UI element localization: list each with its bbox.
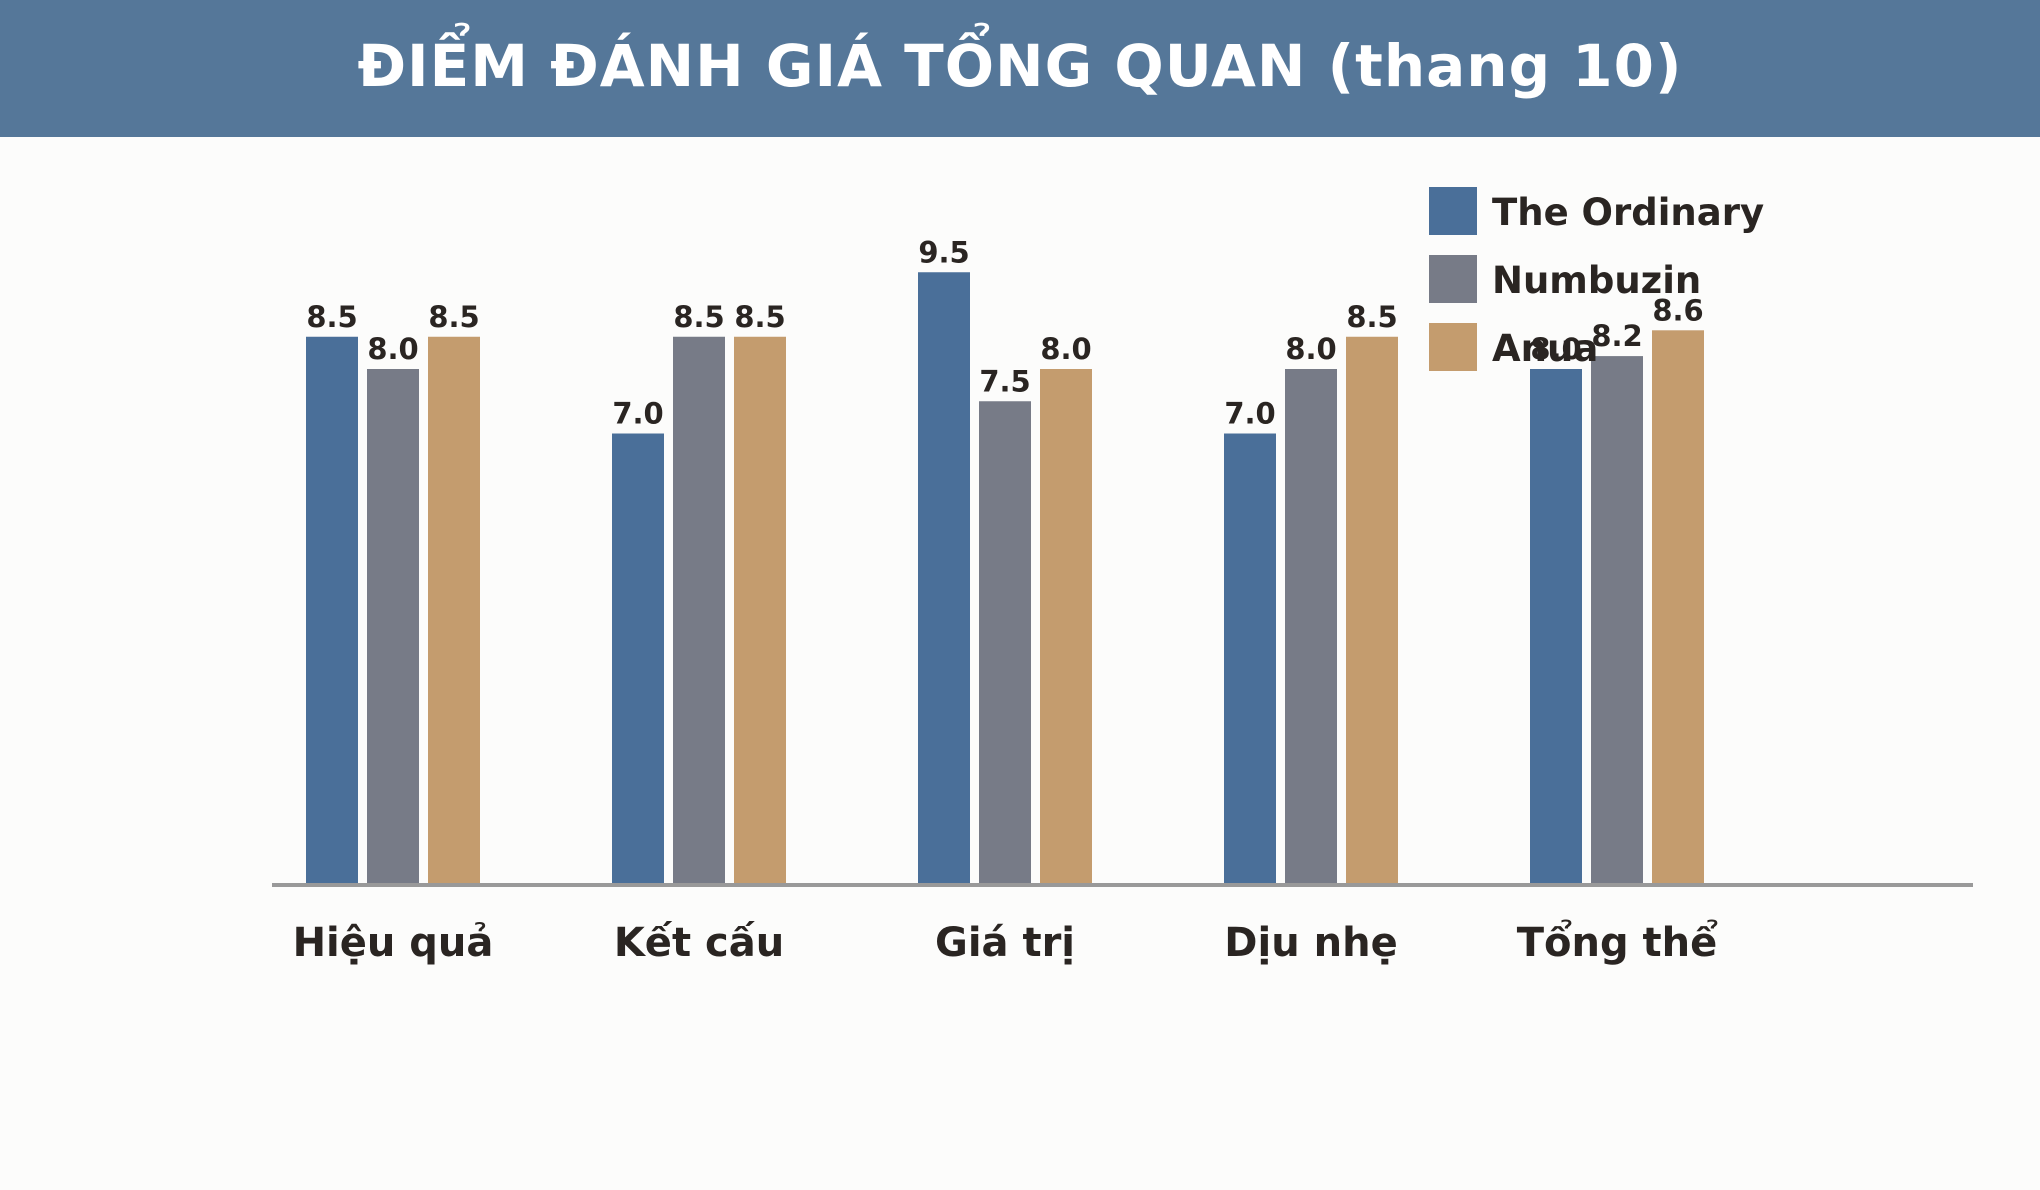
value-label-numbuzin-ket-cau: 8.5 (673, 300, 724, 334)
value-labels-layer: 8.5 8.0 8.5 7.0 8.5 8.5 9.5 7.5 8.0 7.0 8.0 8.5 8.0 8… (306, 235, 1703, 430)
bar-the-ordinary-diu-nhe (1224, 433, 1276, 885)
bar-the-ordinary-ket-cau (612, 433, 664, 885)
value-label-numbuzin-tong-the: 8.2 (1591, 319, 1642, 353)
bar-numbuzin-ket-cau (673, 336, 725, 885)
legend-label-the-ordinary: The Ordinary (1492, 191, 1764, 234)
bars-layer (306, 272, 1704, 886)
chart-title: ĐIỂM ĐÁNH GIÁ TỔNG QUAN (thang 10) (357, 31, 1683, 100)
legend-swatch-the-ordinary (1429, 187, 1477, 235)
category-labels-layer: Hiệu quả Kết cấu Giá trị Dịu nhẹ Tổng thể (293, 918, 1719, 966)
legend-swatch-numbuzin (1429, 255, 1477, 303)
bar-numbuzin-gia-tri (979, 401, 1031, 885)
category-label-diu-nhe: Dịu nhẹ (1224, 920, 1397, 966)
value-label-the-ordinary-diu-nhe: 7.0 (1224, 397, 1275, 431)
bar-the-ordinary-gia-tri (918, 272, 970, 885)
value-label-anua-hieu-qua: 8.5 (428, 300, 479, 334)
legend: The Ordinary Numbuzin Anua (1429, 187, 1764, 371)
legend-label-anua: Anua (1492, 327, 1598, 370)
value-label-the-ordinary-gia-tri: 9.5 (918, 235, 969, 269)
value-label-numbuzin-hieu-qua: 8.0 (367, 332, 418, 366)
value-label-anua-diu-nhe: 8.5 (1346, 300, 1397, 334)
chart-title-bar: ĐIỂM ĐÁNH GIÁ TỔNG QUAN (thang 10) (0, 0, 2040, 137)
category-label-ket-cau: Kết cấu (614, 920, 784, 966)
bar-numbuzin-tong-the (1591, 356, 1643, 886)
bar-anua-hieu-qua (428, 336, 480, 885)
bar-anua-diu-nhe (1346, 336, 1398, 885)
bar-the-ordinary-tong-the (1530, 369, 1582, 885)
value-label-the-ordinary-hieu-qua: 8.5 (306, 300, 357, 334)
value-label-the-ordinary-ket-cau: 7.0 (612, 397, 663, 431)
value-label-numbuzin-diu-nhe: 8.0 (1285, 332, 1336, 366)
category-label-gia-tri: Giá trị (935, 920, 1075, 966)
category-label-hieu-qua: Hiệu quả (293, 920, 494, 966)
bar-numbuzin-diu-nhe (1285, 369, 1337, 885)
bar-anua-tong-the (1652, 330, 1704, 885)
value-label-anua-ket-cau: 8.5 (734, 300, 785, 334)
value-label-anua-gia-tri: 8.0 (1040, 332, 1091, 366)
value-label-anua-tong-the: 8.6 (1652, 293, 1703, 327)
bar-anua-gia-tri (1040, 369, 1092, 885)
category-label-tong-the: Tổng thể (1517, 918, 1718, 966)
bar-the-ordinary-hieu-qua (306, 336, 358, 885)
value-label-numbuzin-gia-tri: 7.5 (979, 364, 1030, 398)
bar-anua-ket-cau (734, 336, 786, 885)
legend-swatch-anua (1429, 323, 1477, 371)
value-label-the-ordinary-tong-the: 8.0 (1530, 332, 1581, 366)
bar-numbuzin-hieu-qua (367, 369, 419, 885)
legend-label-numbuzin: Numbuzin (1492, 259, 1701, 302)
